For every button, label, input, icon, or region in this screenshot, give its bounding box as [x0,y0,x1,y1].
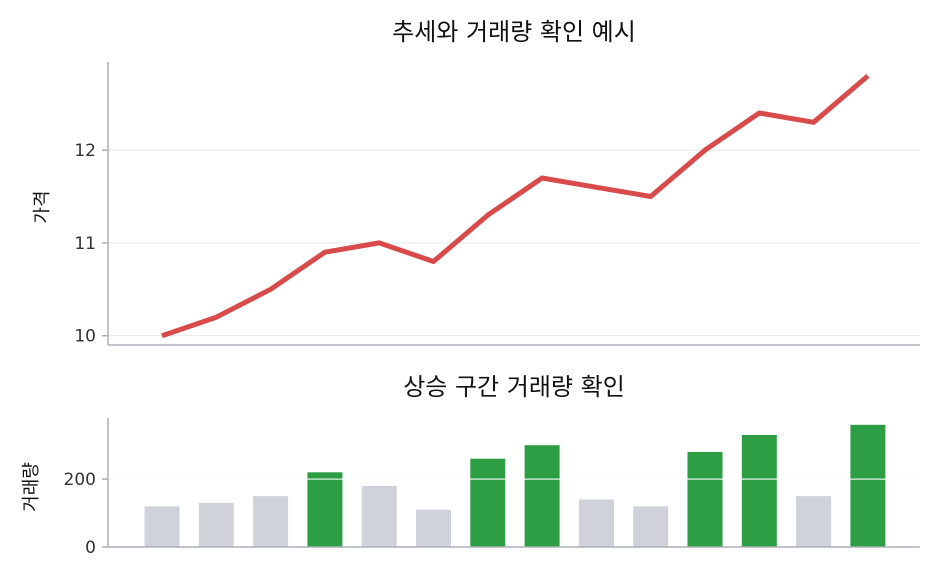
volume-bar [144,506,180,547]
price-tick-label: 11 [74,234,96,254]
price-y-ticks: 10 11 12 [74,141,108,347]
volume-bar-up [524,445,560,547]
volume-bar [796,496,832,547]
volume-panel: 상승 구간 거래량 확인 거래량 0 200 [21,373,920,558]
price-panel: 추세와 거래량 확인 예시 가격 10 11 12 [32,18,920,347]
volume-bar-up [687,451,723,547]
volume-bar [633,506,669,547]
volume-tick-label: 0 [85,538,96,558]
volume-bar [253,496,289,547]
price-tick-label: 10 [74,327,96,347]
volume-bar [416,509,451,547]
volume-bar [578,499,614,547]
price-y-axis-label: 가격 [32,190,53,223]
price-gridlines [108,149,920,337]
volume-bar-up [741,435,777,547]
volume-bar-up [307,472,343,547]
volume-bars [108,424,920,547]
price-chart-title: 추세와 거래량 확인 예시 [392,18,636,46]
volume-y-ticks: 0 200 [64,470,108,558]
volume-bar [361,485,397,547]
volume-chart-title: 상승 구간 거래량 확인 [403,373,625,401]
volume-bar-up [470,458,506,547]
volume-bar-up [850,424,886,547]
volume-bar [198,502,234,547]
volume-y-axis-label: 거래량 [21,462,42,512]
price-line [161,73,870,339]
price-series [161,73,870,339]
volume-tick-label: 200 [64,470,96,490]
price-tick-label: 12 [74,141,96,161]
